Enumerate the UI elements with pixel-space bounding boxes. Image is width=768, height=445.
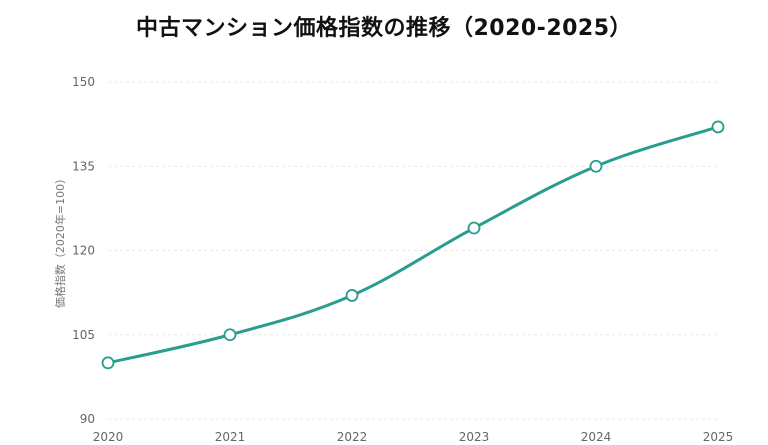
x-tick-label: 2025 <box>703 430 734 444</box>
data-point <box>467 221 481 235</box>
y-axis-ticks: 90 105 120 135 150 <box>72 75 95 426</box>
y-tick-label: 120 <box>72 244 95 258</box>
data-point <box>711 120 725 134</box>
y-tick-label: 90 <box>80 412 95 426</box>
y-tick-label: 105 <box>72 328 95 342</box>
y-tick-label: 150 <box>72 75 95 89</box>
x-tick-label: 2023 <box>459 430 490 444</box>
data-point <box>101 356 115 370</box>
chart-title: 中古マンション価格指数の推移（2020-2025） <box>135 16 633 41</box>
grid-lines <box>108 81 718 420</box>
y-axis-title: 価格指数（2020年=100） <box>53 173 67 308</box>
data-point <box>223 328 237 342</box>
x-tick-label: 2024 <box>581 430 612 444</box>
x-axis-ticks: 2020 2021 2022 2023 2024 2025 <box>93 430 734 444</box>
data-point <box>345 289 359 302</box>
x-tick-label: 2021 <box>215 430 246 444</box>
y-tick-label: 135 <box>72 159 95 173</box>
x-tick-label: 2020 <box>93 430 124 444</box>
data-point <box>589 159 603 173</box>
x-tick-label: 2022 <box>337 430 368 444</box>
series-line <box>106 125 720 365</box>
data-markers <box>101 120 725 370</box>
